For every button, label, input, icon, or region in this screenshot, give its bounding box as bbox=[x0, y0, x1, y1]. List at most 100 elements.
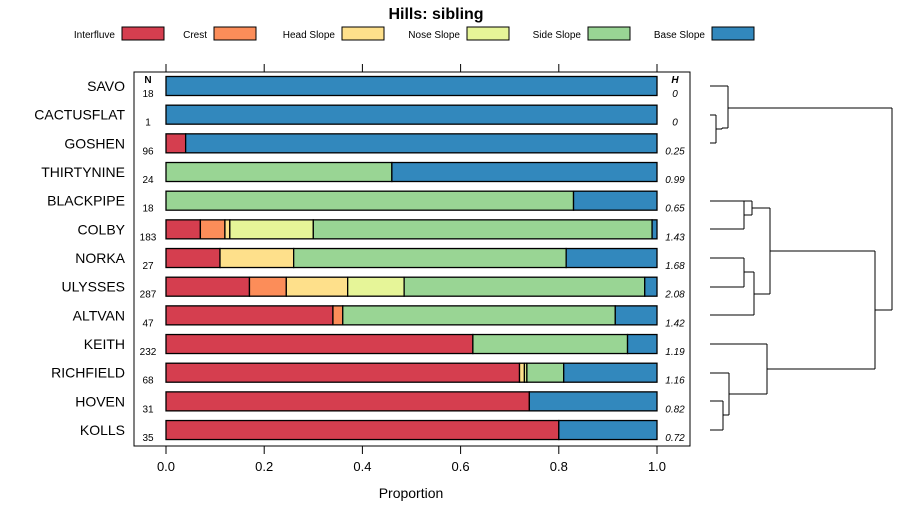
legend-label-head-slope: Head Slope bbox=[283, 30, 336, 41]
legend-label-nose-slope: Nose Slope bbox=[408, 30, 460, 41]
row-label-thirtynine: THIRTYNINE bbox=[41, 164, 125, 180]
bar-keith-interfluve bbox=[165, 333, 474, 355]
row-label-cactusflat: CACTUSFLAT bbox=[34, 107, 125, 123]
bar-kolls-interfluve bbox=[165, 419, 560, 441]
legend-swatch-head-slope bbox=[341, 26, 385, 41]
h-value-hoven: 0.82 bbox=[665, 404, 685, 415]
dendrogram-root bbox=[738, 107, 893, 369]
x-tick-label-3: 0.6 bbox=[452, 459, 470, 474]
row-label-hoven: HOVEN bbox=[75, 393, 125, 409]
dendrogram-bottom-cluster bbox=[710, 343, 875, 431]
n-value-richfield: 68 bbox=[142, 376, 154, 387]
n-value-kolls: 35 bbox=[142, 433, 154, 444]
bar-goshen-interfluve bbox=[165, 133, 187, 154]
bar-colby-base-slope bbox=[651, 219, 658, 240]
bar-colby-head-slope bbox=[224, 219, 231, 240]
n-value-colby: 183 bbox=[140, 232, 157, 243]
dendrogram-middle-cluster bbox=[710, 200, 875, 316]
bar-altvan-base-slope bbox=[614, 305, 658, 326]
bar-ulysses-interfluve bbox=[165, 276, 251, 297]
bar-blackpipe-side-slope bbox=[165, 190, 575, 211]
bar-thirtynine-side-slope bbox=[165, 161, 393, 183]
bar-cactusflat-base-slope bbox=[165, 104, 658, 125]
legend-label-side-slope: Side Slope bbox=[533, 30, 582, 41]
n-value-savo: 18 bbox=[142, 89, 154, 100]
bar-norka-side-slope bbox=[293, 247, 567, 269]
legend-label-base-slope: Base Slope bbox=[654, 30, 706, 41]
h-value-blackpipe: 0.65 bbox=[665, 204, 685, 215]
h-value-thirtynine: 0.99 bbox=[665, 175, 685, 186]
bar-ulysses-crest bbox=[248, 276, 287, 297]
h-value-richfield: 1.16 bbox=[665, 376, 685, 387]
row-label-blackpipe: BLACKPIPE bbox=[47, 193, 125, 209]
h-value-savo: 0 bbox=[672, 89, 678, 100]
row-label-altvan: ALTVAN bbox=[73, 307, 125, 323]
row-label-savo: SAVO bbox=[87, 78, 125, 94]
row-label-kolls: KOLLS bbox=[80, 422, 125, 438]
bar-altvan-side-slope bbox=[342, 305, 616, 326]
bar-norka-head-slope bbox=[219, 247, 295, 269]
row-label-ulysses: ULYSSES bbox=[61, 279, 125, 295]
bar-richfield-head-slope bbox=[518, 362, 526, 383]
bar-thirtynine-base-slope bbox=[391, 161, 658, 183]
dendrogram-savo-cactusflat-goshen bbox=[710, 85, 738, 144]
bar-colby-interfluve bbox=[165, 219, 202, 240]
dendrogram bbox=[710, 85, 893, 431]
plot-frame bbox=[133, 71, 691, 447]
bar-blackpipe-base-slope bbox=[572, 190, 658, 211]
legend-swatch-nose-slope bbox=[466, 26, 510, 41]
bar-ulysses-head-slope bbox=[285, 276, 349, 297]
x-tick-label-4: 0.8 bbox=[550, 459, 568, 474]
bar-richfield-base-slope bbox=[563, 362, 658, 383]
chart-title: Hills: sibling bbox=[388, 6, 483, 23]
row-label-keith: KEITH bbox=[84, 336, 125, 352]
legend-swatch-side-slope bbox=[587, 26, 631, 41]
n-value-keith: 232 bbox=[140, 347, 157, 358]
h-value-ulysses: 2.08 bbox=[664, 290, 685, 301]
x-axis-label: Proportion bbox=[379, 485, 444, 501]
bar-norka-base-slope bbox=[565, 247, 658, 269]
h-value-kolls: 0.72 bbox=[665, 433, 685, 444]
bar-savo-base-slope bbox=[165, 75, 658, 97]
legend-label-interfluve: Interfluve bbox=[74, 30, 116, 41]
h-header: H bbox=[671, 75, 679, 86]
bars bbox=[165, 75, 658, 441]
bar-hoven-base-slope bbox=[528, 391, 658, 412]
bar-norka-interfluve bbox=[165, 247, 221, 269]
x-tick-label-1: 0.2 bbox=[255, 459, 273, 474]
h-value-colby: 1.43 bbox=[665, 232, 685, 243]
n-value-hoven: 31 bbox=[142, 404, 154, 415]
h-value-keith: 1.19 bbox=[665, 347, 685, 358]
h-value-norka: 1.68 bbox=[665, 261, 685, 272]
h-labels: 0 0 0.25 0.99 0.65 1.43 1.68 2.08 1.42 1.19 1.16 0.… bbox=[664, 89, 685, 444]
n-value-ulysses: 287 bbox=[140, 290, 157, 301]
bar-colby-crest bbox=[199, 219, 226, 240]
bar-ulysses-nose-slope bbox=[347, 276, 405, 297]
bar-keith-side-slope bbox=[472, 333, 629, 355]
h-value-goshen: 0.25 bbox=[665, 146, 685, 157]
x-tick-label-5: 1.0 bbox=[648, 459, 666, 474]
n-value-blackpipe: 18 bbox=[142, 204, 154, 215]
x-axis: 0.0 0.2 0.4 0.6 0.8 1.0 bbox=[157, 446, 666, 474]
top-axis-ticks bbox=[165, 64, 658, 72]
n-value-altvan: 47 bbox=[142, 318, 154, 329]
bar-ulysses-base-slope bbox=[644, 276, 658, 297]
bar-altvan-crest bbox=[332, 305, 344, 326]
row-label-colby: COLBY bbox=[78, 221, 126, 237]
row-labels: SAVO CACTUSFLAT GOSHEN THIRTYNINE BLACKPIPE C… bbox=[34, 78, 125, 438]
x-tick-label-2: 0.4 bbox=[353, 459, 371, 474]
bar-richfield-interfluve bbox=[165, 362, 521, 383]
n-value-norka: 27 bbox=[142, 261, 154, 272]
bar-altvan-interfluve bbox=[165, 305, 334, 326]
bar-goshen-base-slope bbox=[184, 133, 658, 154]
legend-swatch-interfluve bbox=[121, 26, 165, 41]
n-value-cactusflat: 1 bbox=[145, 118, 151, 129]
legend-swatch-base-slope bbox=[711, 26, 755, 41]
bar-ulysses-side-slope bbox=[403, 276, 646, 297]
n-labels: 18 1 96 24 18 183 27 287 47 232 68 31 35 bbox=[140, 89, 157, 444]
row-label-norka: NORKA bbox=[75, 250, 125, 266]
bar-kolls-base-slope bbox=[558, 419, 658, 441]
bar-keith-base-slope bbox=[626, 333, 658, 355]
legend-label-crest: Crest bbox=[183, 30, 207, 41]
